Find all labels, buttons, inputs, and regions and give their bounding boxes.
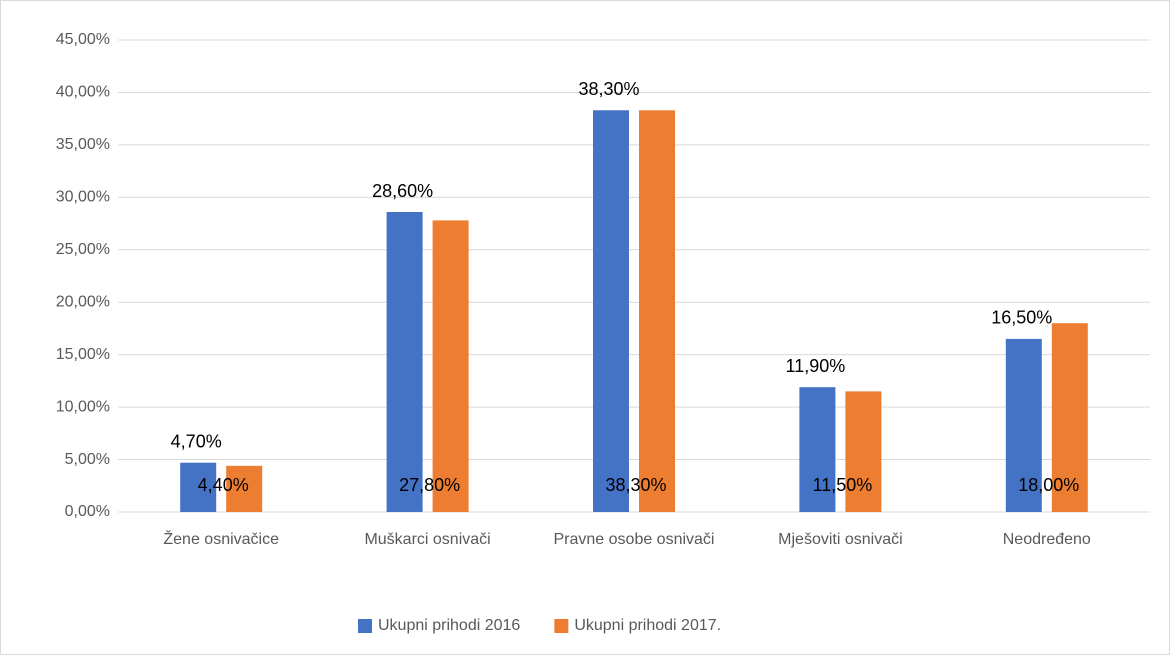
bar (799, 387, 836, 512)
data-label: 4,40% (198, 475, 249, 495)
y-tick-label: 35,00% (56, 136, 110, 153)
y-tick-label: 25,00% (56, 241, 110, 258)
y-tick-label: 5,00% (65, 451, 110, 468)
data-label: 18,00% (1018, 475, 1079, 495)
data-label: 11,50% (813, 475, 873, 495)
y-tick-label: 0,00% (65, 503, 110, 520)
bar (180, 462, 217, 512)
legend-swatch (358, 619, 372, 633)
bar (226, 465, 263, 512)
data-label: 4,70% (171, 431, 222, 451)
bar (845, 391, 882, 512)
y-tick-label: 20,00% (56, 293, 110, 310)
bar (593, 110, 629, 512)
y-tick-label: 30,00% (56, 189, 110, 206)
data-label: 38,30% (605, 475, 666, 495)
bar (1051, 323, 1088, 512)
legend-label: Ukupni prihodi 2016 (378, 617, 520, 634)
bar (639, 110, 675, 512)
data-label: 27,80% (399, 475, 460, 495)
x-tick-label: Žene osnivačice (163, 529, 279, 548)
data-label: 28,60% (372, 181, 433, 201)
y-tick-label: 40,00% (56, 84, 110, 101)
bar (1005, 338, 1042, 512)
bar (432, 220, 469, 513)
x-tick-label: Pravne osobe osnivači (554, 531, 715, 548)
y-tick-label: 15,00% (56, 346, 110, 363)
y-tick-label: 10,00% (56, 398, 110, 415)
data-label: 38,30% (578, 79, 639, 99)
data-label: 11,90% (786, 356, 846, 376)
y-tick-label: 45,00% (56, 31, 110, 48)
x-tick-label: Mješoviti osnivači (778, 531, 902, 548)
x-tick-label: Muškarci osnivači (364, 531, 490, 548)
legend-swatch (554, 619, 569, 633)
legend-label: Ukupni prihodi 2017. (574, 617, 721, 634)
bar (386, 212, 423, 513)
data-label: 16,50% (991, 308, 1052, 328)
x-tick-label: Neodređeno (1003, 531, 1091, 548)
